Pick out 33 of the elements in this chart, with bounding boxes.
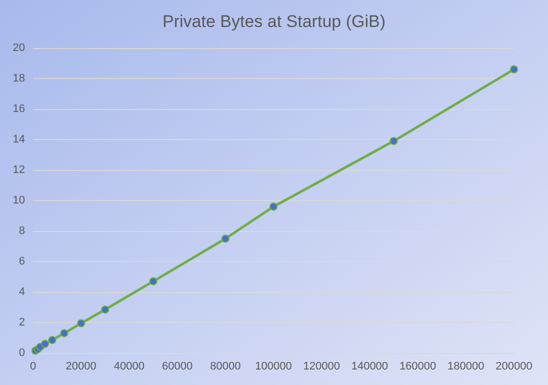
y-tick-label: 18 [12,72,25,84]
point [149,277,158,286]
x-tick-label: 160000 [399,360,436,372]
y-tick-label: 20 [12,42,25,54]
y-tick-label: 8 [18,225,25,237]
x-tick-label: 200000 [496,360,532,372]
y-tick-label: 2 [18,316,25,328]
point [510,65,518,74]
x-tick-label: 140000 [351,360,388,372]
point [101,306,110,314]
x-tick-label: 40000 [114,360,144,372]
y-tick-label: 0 [18,347,25,359]
x-tick-label: 0 [30,360,36,372]
y-tick-label: 14 [12,134,25,146]
x-tick-label: 100000 [255,360,292,372]
y-tick-label: 4 [18,286,25,298]
x-tick-label: 180000 [448,360,484,372]
y-tick-label: 12 [12,164,25,176]
x-tick-label: 20000 [66,360,96,372]
x-tick-label: 60000 [162,360,193,372]
x-tick-label: 80000 [210,360,241,372]
point [270,202,278,211]
point [60,329,68,338]
point [48,336,56,344]
x-tick-label: 120000 [303,360,340,372]
y-tick-label: 10 [12,194,25,206]
y-tick-label: 6 [18,256,25,268]
y-tick-label: 16 [12,103,25,115]
point [390,137,398,146]
point [41,340,50,348]
point [77,319,86,328]
point [221,234,230,243]
chart-title: Private Bytes at Startup (GiB) [162,12,386,31]
